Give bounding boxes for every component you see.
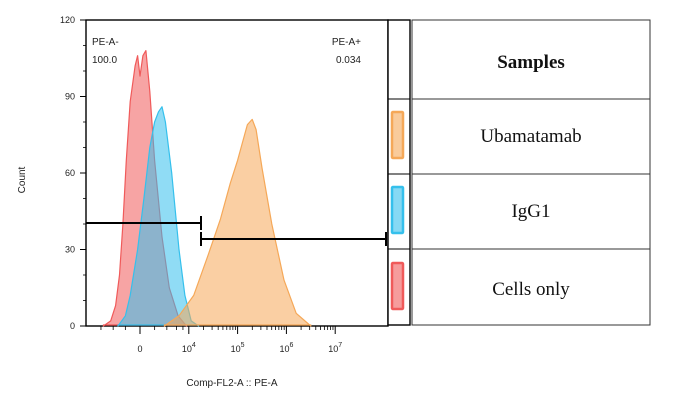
legend-swatch-ubamatamab [390, 110, 405, 160]
gate-negative-name: PE-A- [92, 37, 119, 48]
legend-label-ubamatamab: Ubamatamab [480, 126, 581, 147]
y-tick-label: 120 [60, 15, 75, 25]
x-tick-label: 105 [231, 342, 245, 354]
y-tick-label: 90 [65, 92, 75, 102]
x-tick-label: 104 [182, 342, 196, 354]
gate-positive-percent: 0.034 [336, 55, 361, 66]
x-tick-label: 107 [328, 342, 342, 354]
legend-swatch-cells-only [390, 261, 405, 311]
y-axis-title: Count [17, 166, 28, 193]
gate-positive-name: PE-A+ [332, 37, 361, 48]
legend-label-igg1: IgG1 [511, 201, 550, 222]
y-tick-label: 60 [65, 168, 75, 178]
legend-swatch-igg1 [390, 185, 405, 235]
legend-title: Samples [497, 52, 565, 73]
x-tick-label: 106 [279, 342, 293, 354]
y-tick-label: 0 [70, 321, 75, 331]
legend-label-cells-only: Cells only [492, 279, 570, 300]
x-axis-title: Comp-FL2-A :: PE-A [186, 378, 277, 389]
y-tick-label: 30 [65, 245, 75, 255]
histogram-ubamatamab [163, 118, 312, 327]
legend-table [411, 19, 651, 326]
gate-negative-percent: 100.0 [92, 55, 117, 66]
x-tick-label: 0 [137, 344, 142, 354]
